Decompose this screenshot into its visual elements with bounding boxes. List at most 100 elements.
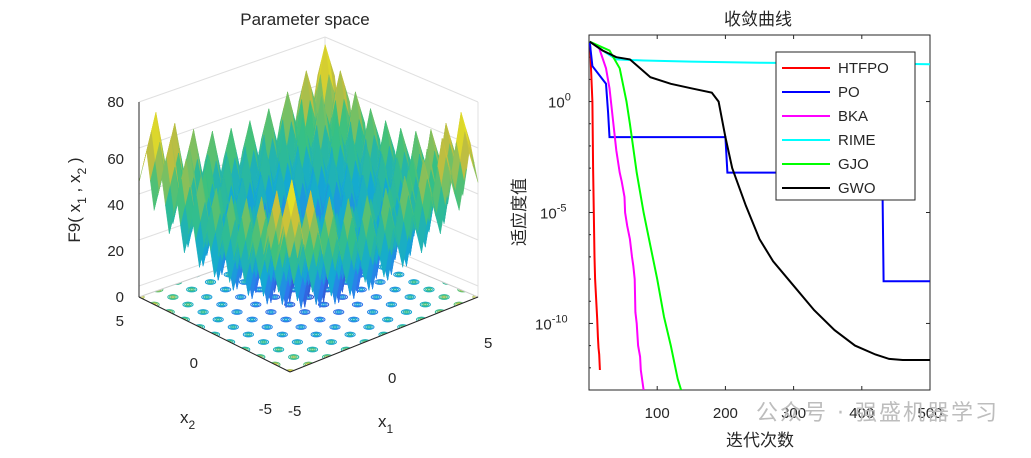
contour-ring <box>223 288 228 291</box>
contour-ring <box>346 332 355 337</box>
contour-ring <box>348 316 360 323</box>
contour-ring <box>250 301 262 308</box>
x2-tick-5: 5 <box>116 313 124 330</box>
x2-tick-0: 0 <box>190 355 198 372</box>
contour-ring <box>244 332 253 337</box>
contour-ring <box>227 324 239 330</box>
contour-ring <box>278 332 287 337</box>
contour-ring <box>402 309 411 315</box>
contour-ring <box>261 324 273 330</box>
contour-ring <box>387 302 396 307</box>
contour-ring <box>385 301 397 308</box>
contour-ring <box>441 295 447 299</box>
contour-ring <box>300 309 309 315</box>
contour-ring <box>236 294 245 300</box>
conv-x-tick-500: 500 <box>917 405 942 422</box>
contour-ring <box>385 318 390 321</box>
z-tick-40: 40 <box>107 197 124 214</box>
contour-ring <box>246 333 251 336</box>
contour-ring <box>273 346 285 353</box>
contour-ring <box>282 317 290 322</box>
contour-ring <box>376 279 384 285</box>
contour-ring <box>291 355 296 359</box>
contour-ring <box>306 346 319 353</box>
x2-ticks: 5 0 -5 <box>116 313 272 418</box>
conv-y-ticks: 100 10-5 10-10 <box>535 92 571 334</box>
contour-ring <box>193 273 198 276</box>
legend-label-gjo: GJO <box>838 156 869 173</box>
contour-ring <box>317 318 323 321</box>
contour-ring <box>440 294 449 300</box>
contour-ring <box>359 288 364 291</box>
contour-ring <box>392 288 398 291</box>
contour-ring <box>351 318 356 321</box>
contour-ring <box>406 294 415 300</box>
contour-ring <box>218 302 226 307</box>
contour-ring <box>368 309 377 315</box>
contour-ring <box>233 309 241 315</box>
surface-axes <box>138 102 479 373</box>
contour-ring <box>370 310 375 314</box>
contour-ring <box>423 286 435 293</box>
conv-ylabel: 适应度值 <box>510 178 530 246</box>
contour-ring <box>389 303 394 306</box>
contour-ring <box>212 316 224 323</box>
z-tick-0: 0 <box>116 289 124 306</box>
contour-ring <box>325 339 337 345</box>
contour-ring <box>308 347 317 352</box>
contour-ring <box>167 294 179 300</box>
contour-ring <box>272 295 277 299</box>
contour-ring <box>208 280 213 284</box>
contour-ring <box>288 354 300 360</box>
contour-ring <box>310 331 322 338</box>
svg-text:适应度值: 适应度值 <box>510 178 530 246</box>
contour-ring <box>280 333 285 336</box>
conv-xlabel: 迭代次数 <box>726 431 794 451</box>
contour-ring <box>404 294 416 300</box>
convergence-title: 收敛曲线 <box>724 10 792 30</box>
x2-tick-neg5: -5 <box>259 401 272 418</box>
contour-ring <box>445 280 450 284</box>
contour-ring <box>219 303 225 306</box>
contour-ring <box>283 318 289 321</box>
contour-ring <box>291 339 303 345</box>
contour-ring <box>263 324 272 330</box>
contour-ring <box>185 303 191 306</box>
contour-ring <box>186 286 198 293</box>
contour-ring <box>204 279 217 285</box>
contour-ring <box>253 303 259 306</box>
contour-ring <box>396 273 401 276</box>
convergence-ticks <box>589 34 931 391</box>
legend-label-po: PO <box>838 84 860 101</box>
contour-ring <box>382 316 394 323</box>
contour-ring <box>314 333 319 336</box>
legend-label-htfpo: HTFPO <box>838 60 889 77</box>
contour-ring <box>248 317 257 322</box>
contour-ring <box>389 286 401 293</box>
contour-ring <box>351 301 364 308</box>
contour-ring <box>412 264 424 270</box>
contour-ring <box>284 369 296 372</box>
conv-x-tick-400: 400 <box>849 405 874 422</box>
contour-ring <box>249 318 255 321</box>
contour-ring <box>383 317 392 322</box>
contour-ring <box>276 348 281 351</box>
contour-ring <box>333 309 345 315</box>
x1-tick-neg5: -5 <box>288 403 301 420</box>
contour-ring <box>269 294 281 300</box>
conv-x-tick-200: 200 <box>713 405 738 422</box>
contour-ring <box>201 294 213 300</box>
contour-ring <box>216 301 228 308</box>
x1-ticks: -5 0 5 <box>288 335 492 420</box>
series-line-gwo <box>589 40 930 361</box>
contour-ring <box>197 309 209 315</box>
contour-ring <box>372 294 381 300</box>
contour-ring <box>182 301 194 308</box>
contour-ring <box>302 310 307 314</box>
contour-ring <box>251 302 260 307</box>
contour-ring <box>216 318 221 321</box>
contour-ring <box>293 339 302 345</box>
surface-cell <box>469 147 479 183</box>
contour-ring <box>267 309 275 315</box>
